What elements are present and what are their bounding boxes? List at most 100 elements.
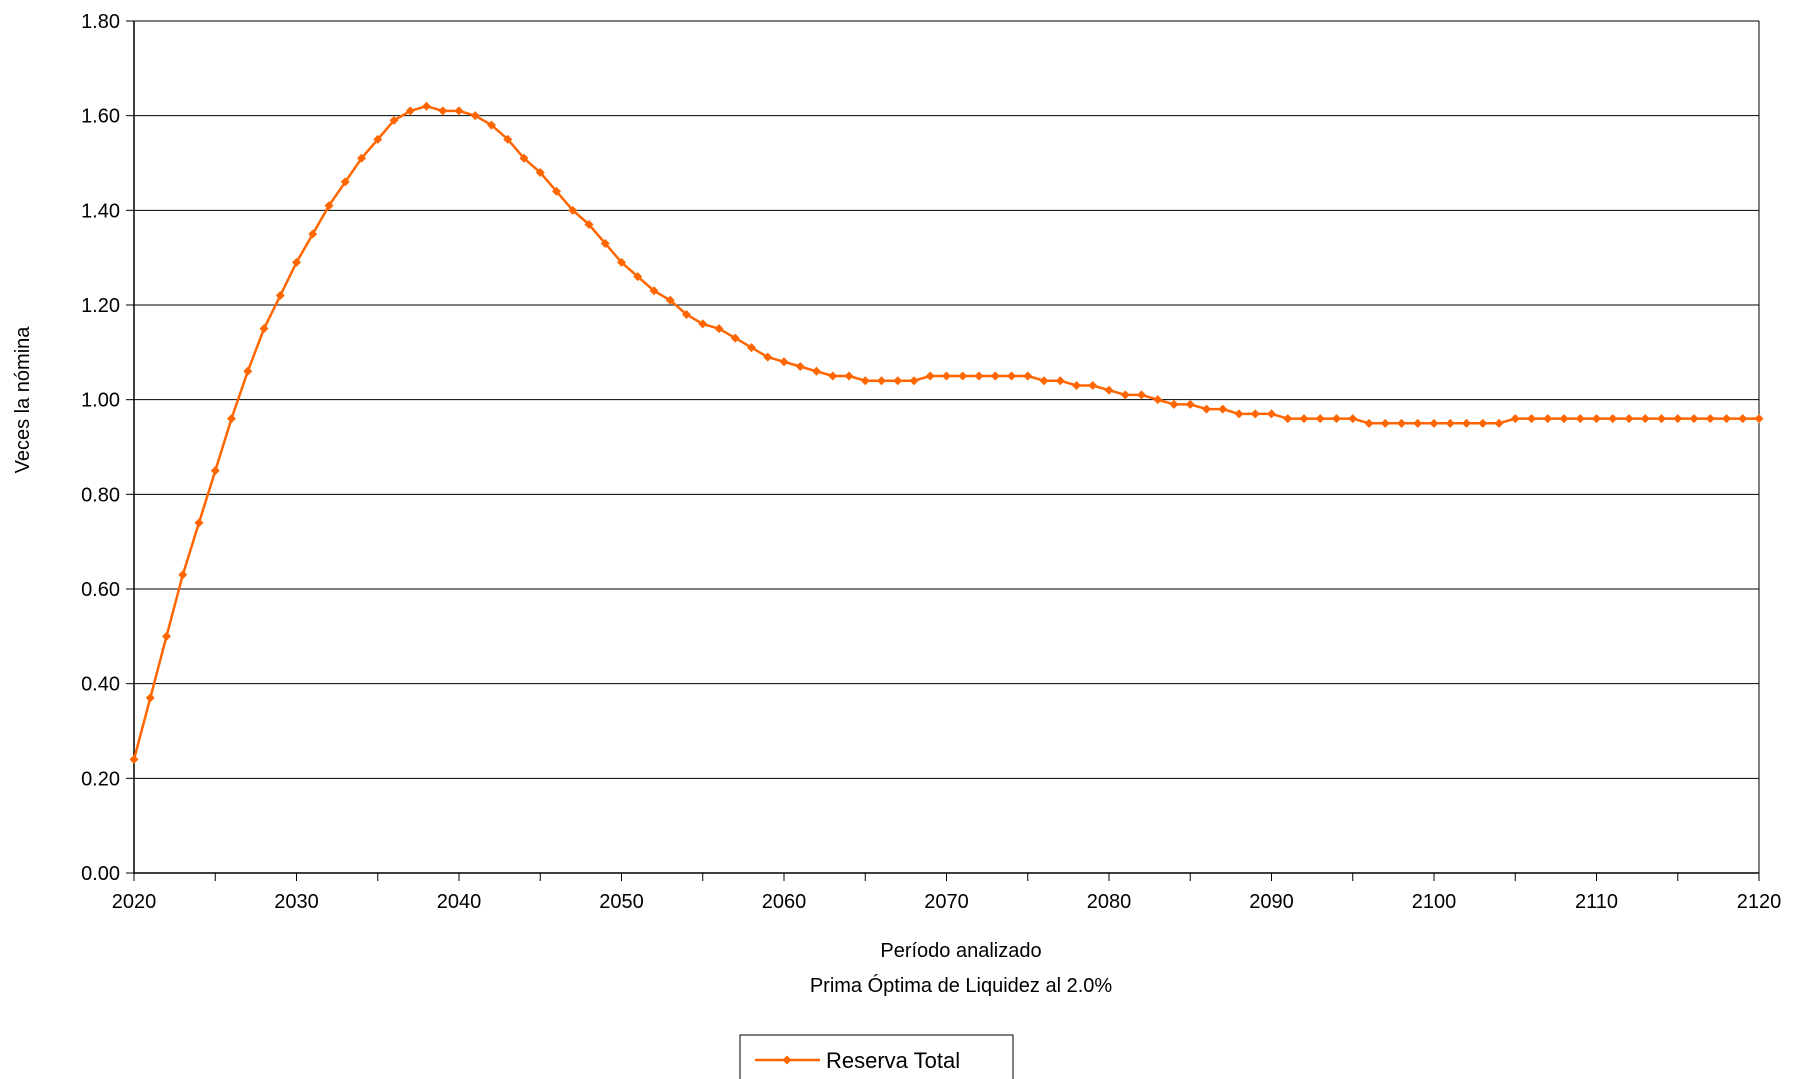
data-point [552, 186, 561, 196]
data-point [1673, 414, 1683, 424]
legend-label: Reserva Total [826, 1048, 960, 1073]
data-point [1640, 414, 1650, 424]
data-point [308, 229, 318, 239]
data-point [487, 120, 496, 130]
x-tick-label: 2020 [112, 891, 157, 913]
data-point [145, 693, 155, 703]
x-axis-title: Período analizado [880, 940, 1041, 962]
data-point [1429, 418, 1439, 428]
data-point [1153, 395, 1163, 405]
data-point [860, 376, 870, 386]
data-point [227, 414, 236, 424]
data-point [519, 153, 529, 163]
data-point [292, 257, 301, 267]
data-point [1380, 418, 1390, 428]
data-point [828, 371, 838, 381]
data-point [633, 272, 643, 282]
data-point [958, 371, 968, 381]
data-point [1592, 414, 1601, 424]
y-tick-label: 0.20 [81, 768, 120, 790]
data-point [324, 201, 334, 211]
data-point [438, 106, 448, 116]
chart-subtitle: Prima Óptima de Liquidez al 2.0% [810, 974, 1113, 997]
x-tick-label: 2040 [437, 891, 482, 913]
data-point [1397, 418, 1406, 428]
data-point [1754, 414, 1764, 424]
data-point [1088, 380, 1098, 390]
data-point [503, 134, 513, 144]
data-point [275, 291, 285, 301]
data-point [1608, 414, 1618, 424]
y-axis-ticks: 0.00 0.20 0.40 0.60 0.80 1.00 1.20 1.40 1.60 1.80 [81, 11, 134, 885]
data-point [1072, 380, 1081, 390]
data-point [698, 319, 708, 329]
data-point [1007, 371, 1016, 381]
data-point [649, 286, 659, 296]
series-line [132, 104, 1759, 760]
data-point [373, 134, 383, 144]
data-point [194, 518, 204, 528]
x-tick-label: 2050 [599, 891, 644, 913]
x-tick-label: 2030 [274, 891, 319, 913]
x-tick-label: 2120 [1737, 891, 1782, 913]
x-tick-label: 2110 [1575, 891, 1618, 913]
data-point [1494, 418, 1504, 428]
data-point [714, 324, 724, 334]
x-tick-label: 2070 [924, 891, 969, 913]
data-point [1137, 390, 1146, 400]
data-point [877, 376, 886, 386]
data-point [1218, 404, 1228, 414]
data-point [1332, 414, 1341, 424]
data-point [1315, 414, 1325, 424]
y-tick-label: 1.60 [81, 106, 120, 128]
data-point [470, 111, 480, 121]
data-point [909, 376, 919, 386]
data-point [1575, 414, 1585, 424]
data-point [1267, 409, 1276, 419]
x-tick-label: 2080 [1087, 891, 1132, 913]
data-point [1120, 390, 1130, 400]
data-point [454, 106, 464, 116]
data-point [893, 376, 903, 386]
data-point [1169, 399, 1179, 409]
data-point [422, 101, 431, 111]
data-point [1202, 404, 1211, 414]
data-point [1722, 414, 1731, 424]
data-point [535, 167, 545, 177]
data-point [1738, 414, 1748, 424]
data-point [1689, 414, 1699, 424]
data-point [568, 205, 578, 215]
data-point [340, 177, 350, 187]
data-point [389, 115, 399, 125]
data-point [665, 295, 675, 305]
data-point [129, 754, 139, 764]
data-point [1413, 418, 1423, 428]
legend[interactable]: Reserva Total [739, 1034, 1014, 1079]
data-point [1364, 418, 1374, 428]
data-point [1234, 409, 1244, 419]
data-point [1348, 414, 1358, 424]
y-tick-label: 1.00 [81, 390, 120, 412]
data-point [600, 238, 610, 248]
data-point [942, 371, 951, 381]
data-point [990, 371, 1000, 381]
y-tick-label: 0.40 [81, 674, 120, 696]
data-point [1185, 399, 1195, 409]
axes [133, 21, 1760, 874]
data-point [974, 371, 984, 381]
data-point [259, 324, 269, 334]
data-point [210, 466, 220, 476]
data-point [1023, 371, 1033, 381]
data-point [763, 352, 773, 362]
data-point [243, 366, 253, 376]
legend-box [739, 1034, 1014, 1079]
data-point [795, 362, 805, 372]
data-point [1657, 414, 1666, 424]
data-point [779, 357, 789, 367]
data-point [812, 366, 821, 376]
data-point [1478, 418, 1488, 428]
x-tick-label: 2060 [762, 891, 807, 913]
y-tick-label: 0.00 [81, 863, 120, 885]
y-tick-label: 1.80 [81, 11, 120, 33]
data-point [730, 333, 740, 343]
